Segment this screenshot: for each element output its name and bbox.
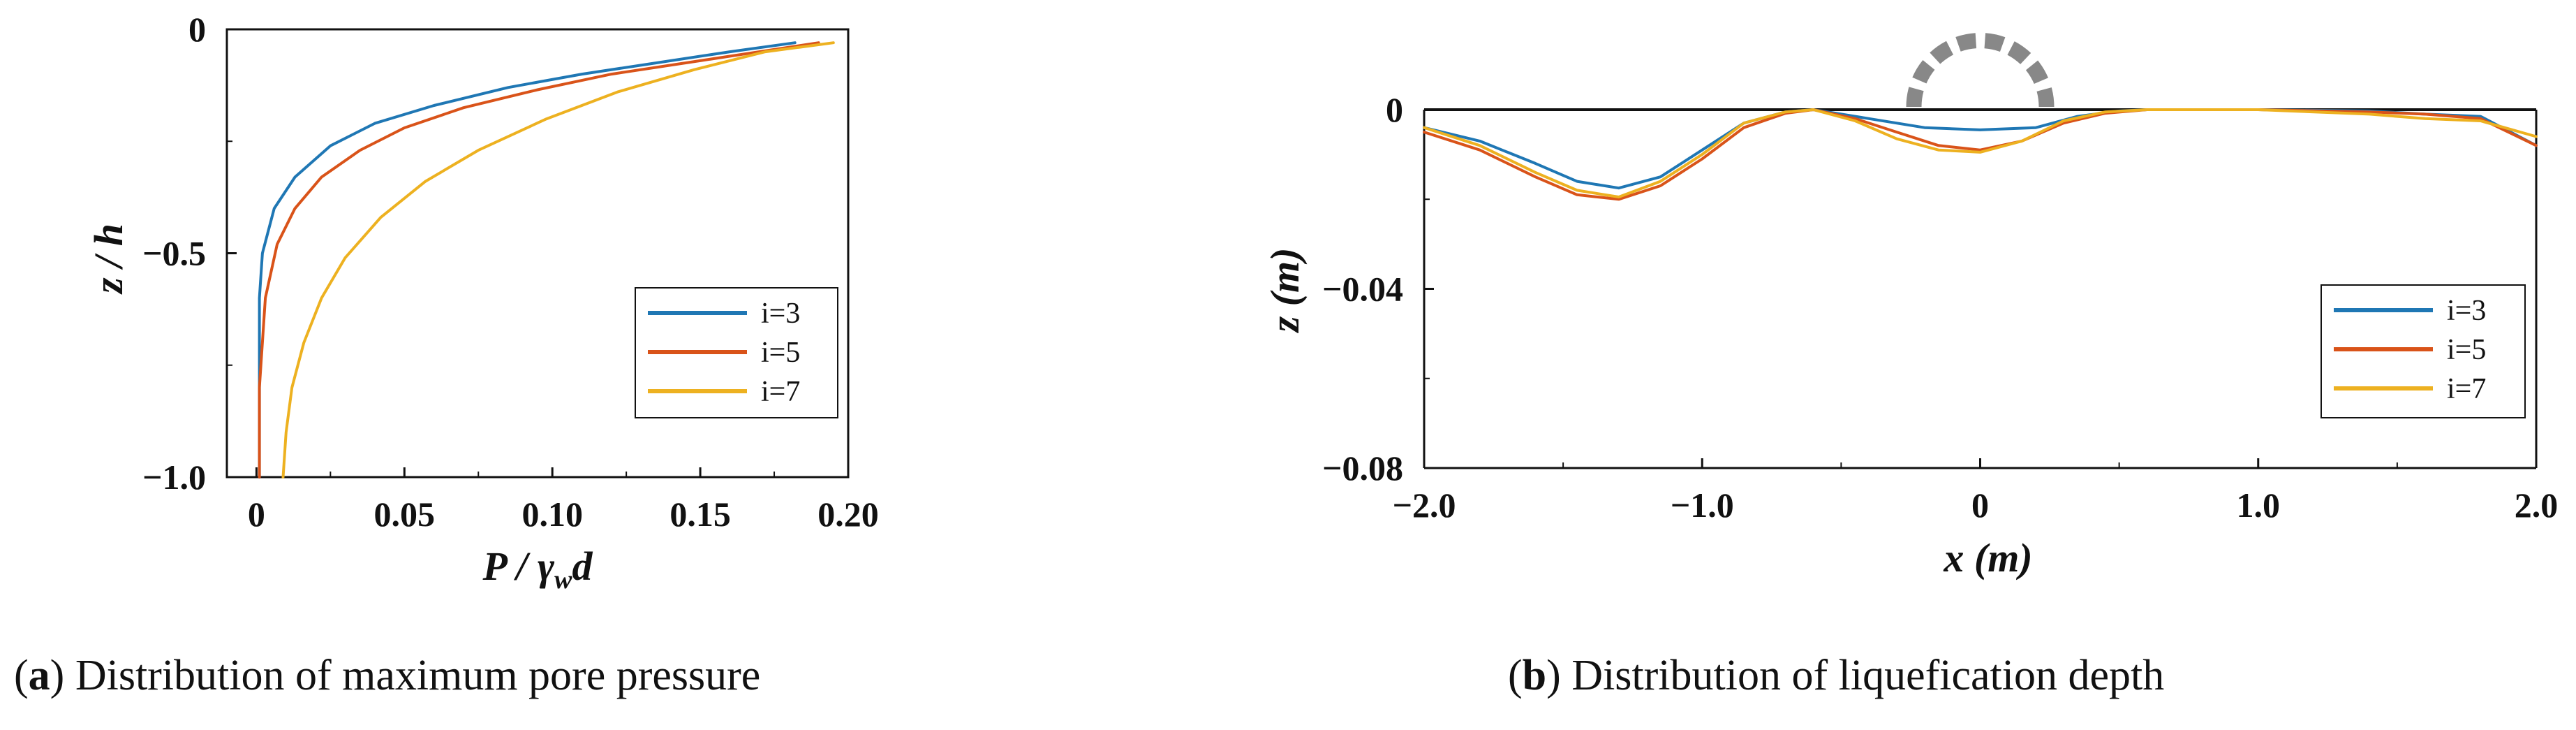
series-line-i3: [258, 41, 797, 479]
x-tick-label: 0: [248, 495, 265, 534]
caption-a: (a) Distribution of maximum pore pressur…: [14, 652, 761, 699]
x-tick-label: 0.05: [374, 495, 436, 534]
y-tick-label: −0.04: [1322, 270, 1403, 309]
x-tick-label: 1.0: [2237, 486, 2281, 525]
y-axis-title: z (m): [1262, 248, 1308, 334]
x-tick-label: 0.15: [669, 495, 731, 534]
x-axis-title-main: P / γ: [482, 543, 555, 589]
caption-a-letter: a: [28, 652, 50, 699]
y-tick-label: 0: [188, 10, 206, 49]
x-axis-title-subscript: w: [554, 565, 572, 594]
series-line-i7: [1423, 108, 2538, 198]
caption-a-text: Distribution of maximum pore pressure: [64, 652, 761, 699]
caption-b-letter: b: [1522, 652, 1547, 699]
x-tick-label: 0.10: [521, 495, 583, 534]
caption-b: (b) Distribution of liquefication depth: [1508, 652, 2165, 699]
y-tick-label: −0.5: [142, 234, 206, 273]
x-tick-label: 2.0: [2515, 486, 2559, 525]
legend-label: i=3: [761, 298, 800, 330]
y-tick-label: 0: [1386, 90, 1403, 129]
y-tick-label: −0.08: [1322, 448, 1403, 488]
x-tick-label: −1.0: [1671, 486, 1734, 525]
x-axis-title: P / γwd: [482, 543, 593, 594]
legend-label: i=7: [2447, 373, 2486, 405]
x-axis-title-tail: d: [572, 543, 593, 589]
legend-label: i=7: [761, 376, 800, 408]
pipeline-structure-icon: [1906, 33, 2055, 108]
chart-a-pore-pressure: 0 0.05 0.10 0.15 0.20 0 −0.5 −1.0 P / γwd z / h i=…: [86, 10, 879, 594]
x-axis-title: x (m): [1943, 535, 2032, 581]
series-line-i5: [258, 41, 820, 479]
series-line-i5: [1423, 108, 2538, 201]
chart-b-liquefaction-depth: −2.0 −1.0 0 1.0 2.0 0 −0.04 −0.08 x (m) z (m) i=3 i…: [1262, 33, 2559, 581]
legend-label: i=5: [2447, 334, 2486, 366]
x-tick-label: −2.0: [1393, 486, 1456, 525]
caption-b-text: Distribution of liquefication depth: [1560, 652, 2165, 699]
x-tick-label: 0: [1971, 486, 1989, 525]
series-line-i7: [281, 41, 835, 479]
x-tick-label: 0.20: [817, 495, 879, 534]
legend-label: i=5: [761, 337, 800, 369]
y-tick-label: −1.0: [142, 458, 206, 497]
y-axis-title: z / h: [86, 224, 131, 295]
legend-label: i=3: [2447, 295, 2486, 327]
